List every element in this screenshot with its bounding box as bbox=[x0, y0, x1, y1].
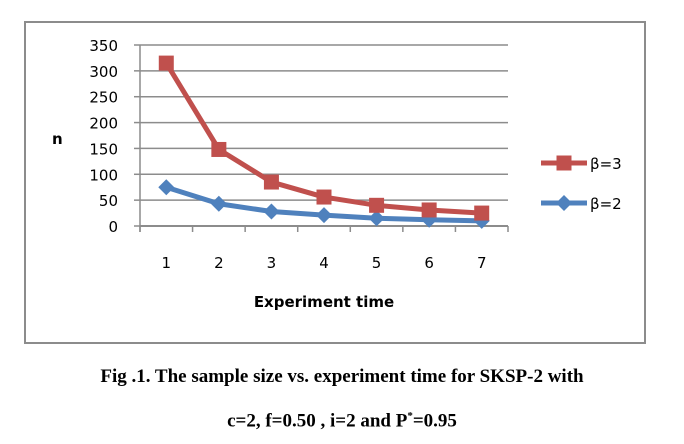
data-point bbox=[474, 205, 490, 221]
caption-superscript: * bbox=[407, 410, 413, 422]
y-tick-label: 300 bbox=[89, 63, 118, 81]
y-tick-label: 150 bbox=[89, 140, 118, 158]
data-point bbox=[316, 189, 332, 205]
chart-frame bbox=[24, 21, 646, 344]
axes bbox=[134, 44, 509, 232]
legend: β=3 β=2 bbox=[541, 155, 622, 213]
data-point bbox=[210, 195, 227, 212]
figure-caption-line2: c=2, f=0.50 , i=2 and P*=0.95 bbox=[0, 410, 684, 432]
x-tick-label: 1 bbox=[162, 254, 172, 272]
legend-label: β=3 bbox=[590, 155, 622, 173]
caption-line2-suffix: =0.95 bbox=[412, 410, 457, 432]
data-point bbox=[421, 202, 437, 218]
y-tick-label: 200 bbox=[89, 115, 118, 133]
y-axis-title: n bbox=[52, 130, 63, 148]
legend-marker bbox=[556, 155, 572, 171]
x-tick-label: 4 bbox=[319, 254, 329, 272]
series-beta-2 bbox=[158, 179, 490, 229]
legend-item: β=2 bbox=[541, 195, 622, 213]
x-axis-title: Experiment time bbox=[254, 293, 394, 311]
series-beta-3 bbox=[158, 55, 490, 221]
x-tick-label: 6 bbox=[424, 254, 434, 272]
y-tick-label: 50 bbox=[99, 192, 118, 210]
legend-item: β=3 bbox=[541, 155, 622, 173]
series-layer bbox=[158, 55, 490, 229]
data-point bbox=[263, 174, 279, 190]
data-point bbox=[316, 207, 332, 224]
y-tick-labels: 0 50 100 150 200 250 300 350 bbox=[89, 37, 118, 236]
x-tick-label: 5 bbox=[372, 254, 382, 272]
legend-marker bbox=[556, 195, 572, 211]
x-tick-label: 2 bbox=[214, 254, 224, 272]
y-tick-label: 0 bbox=[108, 218, 118, 236]
data-point bbox=[158, 179, 175, 196]
data-point bbox=[369, 197, 385, 213]
x-tick-labels: 1 2 3 4 5 6 7 bbox=[162, 254, 487, 272]
x-tick-label: 3 bbox=[267, 254, 277, 272]
data-point bbox=[368, 210, 385, 227]
x-tick-label: 7 bbox=[477, 254, 487, 272]
figure-caption-line1: Fig .1. The sample size vs. experiment t… bbox=[100, 366, 584, 387]
data-point bbox=[263, 203, 280, 220]
caption-line2-prefix: c=2, f=0.50 , i=2 and P bbox=[227, 410, 408, 432]
y-tick-label: 350 bbox=[89, 37, 118, 55]
data-point bbox=[158, 55, 174, 71]
y-tick-label: 250 bbox=[89, 89, 118, 107]
data-point bbox=[211, 141, 227, 157]
y-tick-label: 100 bbox=[89, 166, 118, 184]
legend-label: β=2 bbox=[590, 195, 622, 213]
